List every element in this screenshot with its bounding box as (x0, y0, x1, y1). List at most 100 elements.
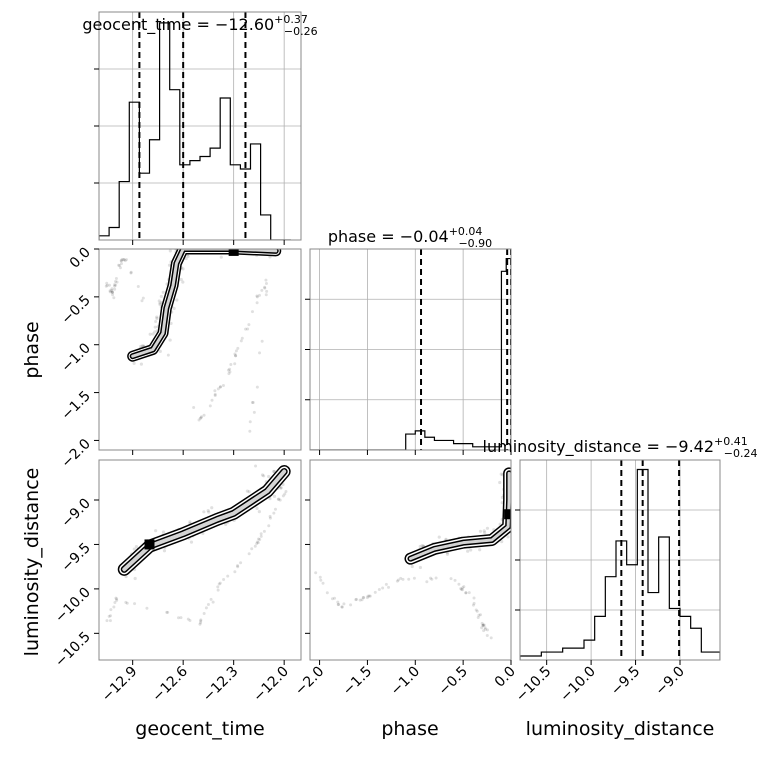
scatter-point (248, 429, 252, 433)
scatter-point (155, 316, 159, 321)
scatter-point (188, 618, 192, 622)
scatter-point (114, 277, 118, 281)
scatter-point (186, 254, 190, 259)
scatter-point (198, 622, 202, 626)
scatter-point (314, 571, 318, 575)
scatter-point (236, 565, 240, 569)
scatter-point (112, 605, 116, 609)
luminosity-distance-panel-title: luminosity_distance = −9.42+0.41 −0.24 (483, 435, 758, 460)
scatter-point (186, 617, 190, 621)
scatter-point (161, 290, 165, 294)
scatter-point (172, 306, 176, 311)
luminosity-distance-histogram-panel: −10.5 −10.0 −9.5 −9.0 luminosity_distance =… (483, 435, 758, 705)
scatter-point (255, 385, 259, 389)
scatter-point (472, 601, 476, 605)
scatter-point (216, 585, 220, 589)
y-tick-label: −0.5 (58, 292, 93, 327)
scatter-point (105, 619, 109, 623)
scatter-point (251, 400, 255, 404)
scatter-point (340, 605, 344, 609)
scatter-point (247, 490, 251, 494)
scatter-point (254, 464, 258, 468)
scatter-point (136, 285, 140, 289)
scatter-point (354, 598, 358, 602)
scatter-point (396, 578, 400, 582)
y-axis-label-luminosity-distance: luminosity_distance (21, 468, 43, 657)
scatter-point (198, 416, 202, 420)
scatter-point (125, 601, 129, 605)
scatter-point (218, 385, 222, 389)
x-tick-label: −9.5 (608, 664, 643, 699)
scatter-point (384, 582, 388, 586)
scatter-point (166, 353, 170, 357)
scatter-point (184, 256, 188, 261)
scatter-point (259, 532, 263, 536)
x-tick-label: −12.0 (250, 664, 292, 706)
scatter-point (474, 608, 478, 612)
scatter-point (333, 596, 337, 600)
scatter-point (462, 585, 466, 589)
scatter-point (257, 537, 261, 541)
scatter-point (222, 577, 226, 581)
scatter-point (175, 298, 179, 302)
scatter-point (228, 367, 232, 371)
scatter-point (210, 506, 214, 510)
scatter-point (233, 352, 237, 356)
scatter-point (272, 494, 277, 498)
scatter-point (337, 602, 341, 606)
scatter-point (255, 506, 259, 510)
scatter-point (108, 290, 112, 294)
scatter-point (234, 245, 237, 248)
scatter-point (483, 627, 487, 631)
scatter-point (129, 270, 133, 274)
scatter-point (412, 576, 416, 580)
scatter-point (257, 293, 261, 297)
scatter-point (472, 596, 476, 600)
scatter-point (105, 283, 109, 287)
scatter-point (512, 488, 515, 491)
scatter-point (226, 574, 230, 578)
scatter-point (250, 547, 254, 551)
phase-vs-luminosity-distance-frame (309, 459, 512, 661)
scatter-point (500, 540, 504, 544)
scatter-point (475, 609, 479, 613)
scatter-point (482, 623, 486, 627)
scatter-point (148, 332, 152, 336)
scatter-point (224, 522, 228, 527)
scatter-point (460, 588, 464, 592)
scatter-point (115, 597, 119, 601)
scatter-point (188, 520, 192, 524)
scatter-point (445, 552, 450, 556)
scatter-point (166, 610, 170, 614)
scatter-point (481, 623, 485, 627)
scatter-point (478, 613, 482, 617)
x-tick-label: −12.6 (149, 663, 191, 705)
scatter-point (157, 299, 161, 303)
scatter-point (124, 600, 128, 604)
x-tick-label: −1.5 (340, 664, 375, 699)
scatter-point (213, 389, 217, 393)
scatter-point (476, 616, 480, 620)
scatter-point (162, 549, 167, 553)
scatter-point (461, 586, 465, 590)
scatter-point (257, 510, 261, 514)
scatter-point (459, 587, 463, 591)
scatter-point (117, 263, 121, 267)
scatter-point (283, 492, 287, 496)
scatter-point (395, 579, 399, 583)
y-tick-label: −9.5 (58, 540, 93, 575)
scatter-point (228, 370, 232, 374)
scatter-point (199, 416, 203, 420)
scatter-point (181, 280, 185, 284)
scatter-point (260, 242, 263, 245)
scatter-point (489, 636, 493, 640)
y-tick-label: −10.5 (52, 629, 94, 671)
scatter-point (181, 267, 185, 271)
scatter-point (253, 544, 257, 548)
scatter-point (516, 520, 519, 523)
x-tick-label: −10.0 (557, 664, 599, 706)
scatter-point (119, 258, 123, 262)
scatter-point (425, 580, 429, 584)
contour-outer-fill (128, 249, 280, 361)
